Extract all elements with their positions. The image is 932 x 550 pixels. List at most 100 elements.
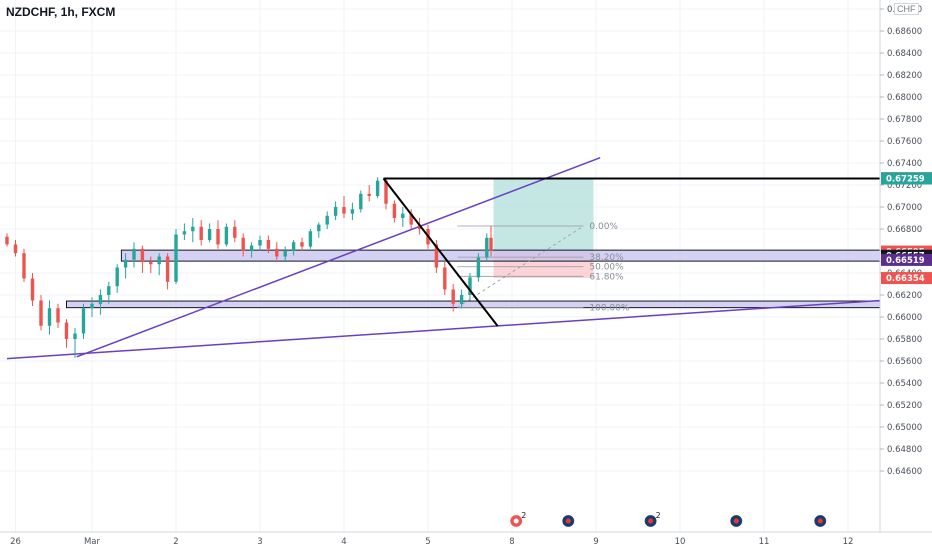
event-icon-dot: [817, 518, 823, 524]
candle-body[interactable]: [459, 295, 464, 304]
event-icon-dot: [565, 518, 571, 524]
candle-body[interactable]: [199, 226, 203, 240]
x-tick-label: 2: [173, 537, 178, 547]
candle-body[interactable]: [39, 300, 43, 326]
x-tick-label: 12: [843, 537, 854, 547]
currency-label: CHF: [894, 3, 919, 15]
price-label-bg: [881, 253, 932, 266]
candle-body[interactable]: [275, 248, 279, 257]
trendline[interactable]: [76, 157, 601, 358]
y-tick-label: 0.67600: [887, 137, 922, 147]
candle-body[interactable]: [291, 242, 296, 251]
x-tick-label: 11: [759, 537, 770, 547]
y-tick-label: 0.64600: [887, 467, 922, 477]
candle-body[interactable]: [22, 253, 26, 279]
candle-body[interactable]: [140, 248, 145, 262]
price-label: 0.67259: [886, 175, 925, 185]
x-tick-label: 26: [10, 537, 21, 547]
candle-body[interactable]: [90, 303, 94, 309]
candle-body[interactable]: [325, 215, 329, 225]
candle-body[interactable]: [434, 244, 439, 268]
candle-body[interactable]: [149, 262, 153, 265]
candle-body[interactable]: [333, 207, 338, 216]
candle-body[interactable]: [375, 180, 380, 196]
fib-level-label: 50.00%: [589, 263, 624, 273]
sr-zone[interactable]: [120, 249, 891, 262]
event-count: 2: [656, 511, 661, 520]
candle-body[interactable]: [81, 308, 86, 334]
y-tick-label: 0.66200: [887, 291, 922, 301]
time-axis[interactable]: [0, 532, 932, 550]
candle-body[interactable]: [266, 240, 271, 249]
candle-body[interactable]: [115, 267, 119, 287]
trendline[interactable]: [6, 299, 891, 360]
candle-body[interactable]: [258, 240, 262, 246]
y-tick-label: 0.66000: [887, 313, 922, 323]
candle-body[interactable]: [182, 231, 187, 235]
candle-body[interactable]: [224, 226, 229, 245]
y-tick-label: 0.65000: [887, 423, 922, 433]
y-tick-label: 0.65400: [887, 379, 922, 389]
y-tick-label: 0.65600: [887, 357, 922, 367]
candle-body[interactable]: [123, 259, 128, 268]
candle-body[interactable]: [73, 333, 77, 340]
candle-body[interactable]: [308, 231, 313, 247]
candle-body[interactable]: [409, 213, 413, 225]
candle-body[interactable]: [56, 308, 60, 323]
candle-body[interactable]: [47, 308, 52, 326]
x-tick-label: 8: [509, 537, 514, 547]
event-count: 2: [521, 511, 526, 520]
y-tick-label: 0.66800: [887, 225, 922, 235]
candle-body[interactable]: [191, 226, 195, 232]
candle-body[interactable]: [468, 277, 472, 295]
y-tick-label: 0.65200: [887, 401, 922, 411]
candle-body[interactable]: [157, 256, 161, 265]
candle-body[interactable]: [249, 245, 254, 252]
candle-body[interactable]: [342, 207, 346, 214]
y-tick-label: 0.67800: [887, 115, 922, 125]
candle-body[interactable]: [98, 295, 103, 304]
fib-trend-line[interactable]: [457, 225, 584, 308]
candle-body[interactable]: [451, 289, 455, 304]
candle-body[interactable]: [207, 229, 212, 240]
y-tick-label: 0.68200: [887, 71, 922, 81]
candle-body[interactable]: [30, 278, 35, 301]
fib-level-label: 100.00%: [589, 303, 629, 313]
y-tick-label: 0.68400: [887, 49, 922, 59]
candle-body[interactable]: [283, 251, 287, 257]
candle-body[interactable]: [350, 209, 355, 214]
candle-body[interactable]: [5, 236, 9, 245]
black-trendline[interactable]: [382, 177, 499, 327]
candle-body[interactable]: [64, 322, 69, 340]
x-tick-label: 3: [257, 537, 262, 547]
candle-body[interactable]: [485, 237, 489, 258]
candle-body[interactable]: [367, 193, 371, 196]
event-icon-dot: [733, 518, 739, 524]
x-tick-label: 10: [675, 537, 686, 547]
candle-body[interactable]: [241, 237, 245, 251]
candle-body[interactable]: [174, 234, 178, 282]
candle-body[interactable]: [216, 229, 220, 245]
candle-body[interactable]: [384, 180, 388, 204]
candle-body[interactable]: [165, 256, 170, 282]
candle-body[interactable]: [359, 193, 363, 210]
candle-body[interactable]: [107, 286, 111, 295]
candle-body[interactable]: [300, 242, 304, 247]
take-profit-zone[interactable]: [493, 178, 594, 252]
candle-body[interactable]: [317, 224, 321, 232]
candle-body[interactable]: [443, 267, 447, 290]
candle-body[interactable]: [489, 237, 493, 251]
candle-body[interactable]: [233, 226, 237, 238]
event-icon-dot: [513, 518, 519, 524]
candle-body[interactable]: [13, 244, 18, 254]
candle-body[interactable]: [392, 203, 397, 218]
x-tick-label: 4: [341, 537, 346, 547]
candle-body[interactable]: [132, 248, 136, 260]
price-label: 0.66354: [886, 274, 925, 284]
candle-body[interactable]: [401, 213, 405, 218]
candle-body[interactable]: [476, 257, 481, 278]
y-tick-label: 0.67000: [887, 203, 922, 213]
y-tick-label: 0.65800: [887, 335, 922, 345]
